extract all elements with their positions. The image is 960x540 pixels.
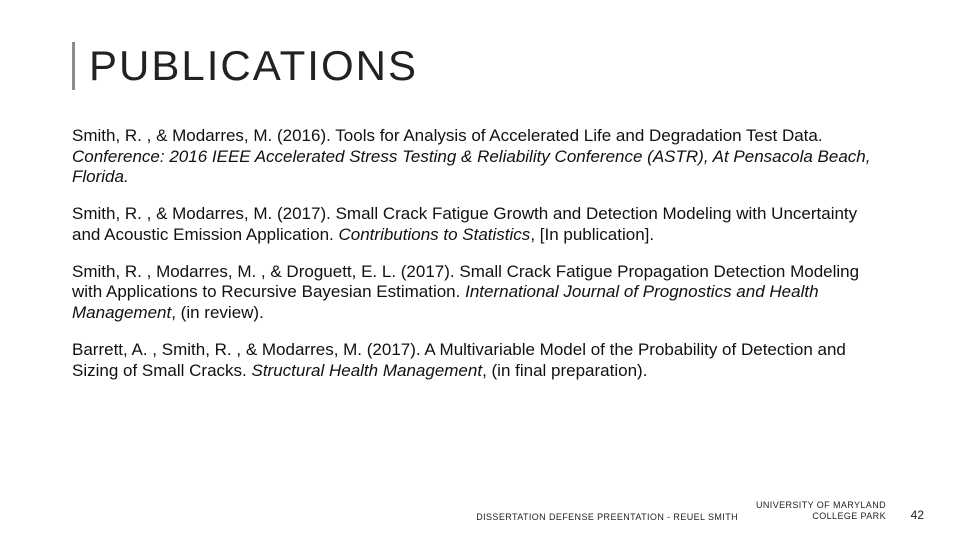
pub-venue: Structural Health Management	[252, 361, 483, 380]
page-title: PUBLICATIONS	[89, 42, 888, 90]
pub-venue: Conference: 2016 IEEE Accelerated Stress…	[72, 147, 870, 187]
pub-authors: Barrett, A. , Smith, R. , & Modarres, M.…	[72, 340, 421, 359]
pub-venue: Contributions to Statistics	[339, 225, 531, 244]
slide-footer: DISSERTATION DEFENSE PREENTATION - REUEL…	[72, 500, 924, 523]
pub-body: Tools for Analysis of Accelerated Life a…	[335, 126, 822, 145]
pub-authors: Smith, R. , & Modarres, M. (2017).	[72, 204, 331, 223]
footer-right-line1: UNIVERSITY OF MARYLAND	[756, 500, 886, 511]
slide: PUBLICATIONS Smith, R. , & Modarres, M. …	[0, 0, 960, 540]
publication-item: Barrett, A. , Smith, R. , & Modarres, M.…	[72, 340, 888, 381]
pub-trailing: , (in final preparation).	[482, 361, 647, 380]
page-number: 42	[904, 508, 924, 522]
publication-item: Smith, R. , & Modarres, M. (2016). Tools…	[72, 126, 888, 188]
footer-right: UNIVERSITY OF MARYLAND COLLEGE PARK	[756, 500, 886, 523]
title-accent-bar: PUBLICATIONS	[72, 42, 888, 90]
publication-item: Smith, R. , Modarres, M. , & Droguett, E…	[72, 262, 888, 324]
pub-trailing: , (in review).	[171, 303, 264, 322]
footer-left: DISSERTATION DEFENSE PREENTATION - REUEL…	[476, 512, 738, 522]
publication-item: Smith, R. , & Modarres, M. (2017). Small…	[72, 204, 888, 245]
pub-trailing: , [In publication].	[530, 225, 654, 244]
publications-list: Smith, R. , & Modarres, M. (2016). Tools…	[72, 126, 888, 381]
pub-authors: Smith, R. , Modarres, M. , & Droguett, E…	[72, 262, 455, 281]
pub-authors: Smith, R. , & Modarres, M. (2016).	[72, 126, 331, 145]
footer-right-line2: COLLEGE PARK	[756, 511, 886, 522]
